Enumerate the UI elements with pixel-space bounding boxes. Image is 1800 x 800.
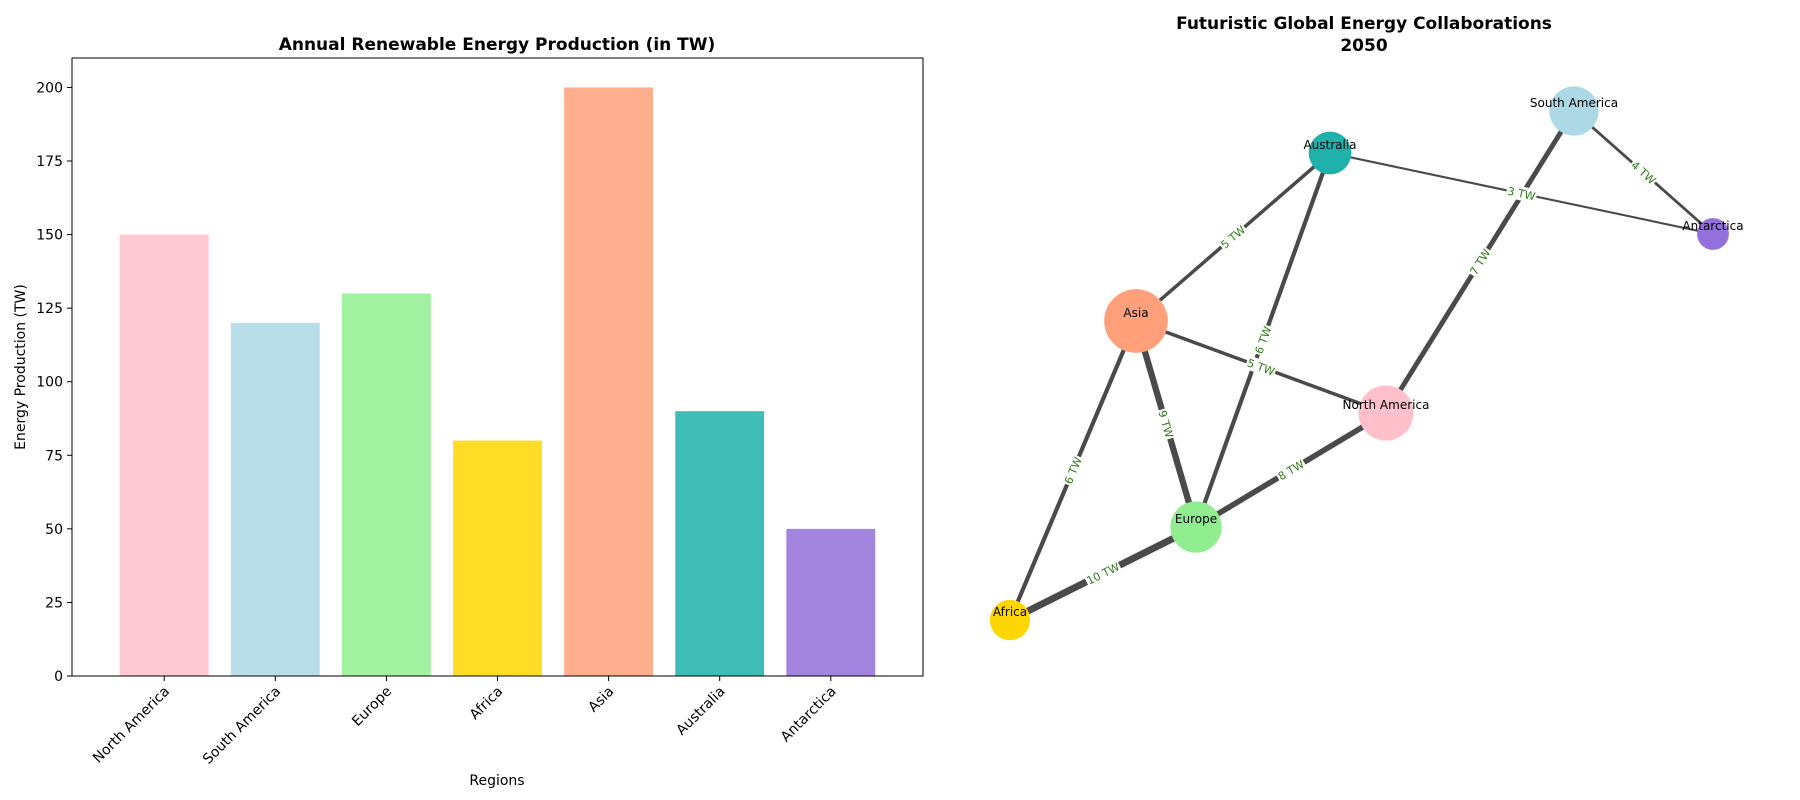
edge-label-north-america-south-america: 7 TW xyxy=(1466,245,1494,279)
x-tick-label-europe: Europe xyxy=(349,684,395,730)
edge-label-bg xyxy=(1251,323,1275,357)
edge-label-australia-antarctica: 3 TW xyxy=(1505,183,1538,204)
edge-label-text: 6 TW xyxy=(1062,455,1085,486)
y-tick-label: 50 xyxy=(45,522,63,538)
y-tick-label: 200 xyxy=(36,80,63,96)
node-label-australia: Australia xyxy=(1303,138,1356,152)
edge-label-asia-africa: 6 TW xyxy=(1060,453,1086,488)
x-axis-label: Regions xyxy=(469,773,524,789)
y-tick-label: 100 xyxy=(36,375,63,391)
node-asia xyxy=(1104,289,1168,353)
y-tick-label: 25 xyxy=(45,595,63,611)
node-north-america xyxy=(1358,385,1414,441)
node-label-africa: Africa xyxy=(993,605,1027,619)
bar-antarctica xyxy=(786,528,876,676)
edge-label-bg xyxy=(1216,221,1250,253)
edge-label-bg xyxy=(1274,456,1308,484)
bar-africa xyxy=(453,440,542,676)
network-subtitle: 2050 xyxy=(1340,36,1387,56)
edge-label-bg xyxy=(1155,407,1177,441)
edge-label-text: 8 TW xyxy=(1276,458,1307,484)
network-graph: Futuristic Global Energy Collaborations … xyxy=(989,14,1744,641)
bar-europe xyxy=(341,293,431,676)
node-africa xyxy=(989,599,1031,641)
node-europe xyxy=(1170,501,1222,553)
bar-chart-title: Annual Renewable Energy Production (in T… xyxy=(279,35,716,55)
y-tick-label: 125 xyxy=(36,301,63,317)
x-tick-label-australia: Australia xyxy=(673,684,728,739)
edge-label-text: 10 TW xyxy=(1085,560,1122,587)
edge-label-asia-europe: 9 TW xyxy=(1155,407,1177,441)
edge-label-bg xyxy=(1505,183,1538,204)
y-axis-label: Energy Production (TW) xyxy=(13,284,29,450)
edge-label-bg xyxy=(1083,558,1123,589)
y-axis: 0 25 50 75 100 125 150 175 200 xyxy=(36,80,72,685)
y-tick-label: 0 xyxy=(54,669,63,685)
x-tick-label-asia: Asia xyxy=(585,684,617,716)
edge-label-text: 7 TW xyxy=(1467,247,1493,278)
bar-asia xyxy=(564,87,654,676)
network-title: Futuristic Global Energy Collaborations xyxy=(1176,14,1552,34)
node-label-north-america: North America xyxy=(1343,398,1430,412)
node-australia xyxy=(1308,131,1352,175)
edge-label-bg xyxy=(1627,157,1660,188)
node-antarctica xyxy=(1697,218,1729,250)
x-tick-label-south-america: South America xyxy=(200,684,284,768)
edge-group xyxy=(1008,109,1714,624)
edge-label-europe-north-america: 8 TW xyxy=(1274,456,1308,484)
x-tick-label-antarctica: Antarctica xyxy=(778,684,840,746)
node-group xyxy=(989,86,1729,641)
bar-south-america xyxy=(230,322,320,676)
bar-chart: Annual Renewable Energy Production (in T… xyxy=(13,35,924,789)
edge-label-text: 3 TW xyxy=(1506,185,1536,204)
bar-group xyxy=(119,87,876,677)
node-south-america xyxy=(1549,86,1599,136)
x-axis: North America South America Europe Africa As… xyxy=(90,676,840,768)
edge-label-bg xyxy=(1060,453,1086,488)
edge-label-text: 9 TW xyxy=(1155,409,1175,440)
node-label-group: North America South America Europe Africa As… xyxy=(993,96,1744,619)
y-tick-label: 75 xyxy=(45,448,63,464)
node-label-antarctica: Antarctica xyxy=(1682,219,1743,233)
node-label-europe: Europe xyxy=(1175,512,1217,526)
edge-label-bg xyxy=(1466,245,1494,279)
edge-label-africa-europe: 10 TW xyxy=(1083,558,1123,589)
y-tick-label: 150 xyxy=(36,228,63,244)
x-tick-label-north-america: North America xyxy=(90,684,173,767)
x-tick-label-africa: Africa xyxy=(467,684,507,724)
bar-north-america xyxy=(119,234,209,677)
edge-label-text: 6 TW xyxy=(1253,325,1275,356)
node-label-asia: Asia xyxy=(1123,306,1148,320)
y-tick-label: 175 xyxy=(36,154,63,170)
edge-label-bg xyxy=(1244,355,1278,379)
bar-australia xyxy=(675,411,765,676)
edge-label-australia-europe: 6 TW xyxy=(1251,323,1275,357)
node-label-south-america: South America xyxy=(1530,96,1618,110)
